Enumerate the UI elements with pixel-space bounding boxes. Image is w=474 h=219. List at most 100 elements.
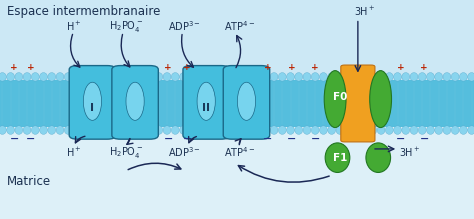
- Ellipse shape: [451, 126, 459, 134]
- Ellipse shape: [73, 126, 81, 134]
- Ellipse shape: [287, 72, 294, 81]
- Ellipse shape: [48, 72, 55, 81]
- Ellipse shape: [328, 126, 336, 134]
- Ellipse shape: [130, 72, 138, 81]
- Ellipse shape: [311, 72, 319, 81]
- Ellipse shape: [402, 126, 410, 134]
- Ellipse shape: [89, 126, 97, 134]
- Ellipse shape: [7, 72, 15, 81]
- Ellipse shape: [344, 72, 352, 81]
- Ellipse shape: [336, 126, 344, 134]
- Ellipse shape: [31, 72, 39, 81]
- Ellipse shape: [171, 72, 179, 81]
- Ellipse shape: [303, 126, 311, 134]
- Text: F0: F0: [333, 92, 347, 102]
- Ellipse shape: [370, 71, 392, 127]
- Text: +: +: [397, 63, 404, 72]
- Ellipse shape: [56, 72, 64, 81]
- FancyBboxPatch shape: [223, 66, 270, 139]
- Text: H$^+$: H$^+$: [66, 146, 81, 159]
- Bar: [0, 80, 474, 127]
- Ellipse shape: [419, 126, 426, 134]
- Ellipse shape: [459, 72, 467, 81]
- Ellipse shape: [328, 72, 336, 81]
- Ellipse shape: [287, 126, 294, 134]
- Ellipse shape: [377, 126, 385, 134]
- Ellipse shape: [73, 72, 81, 81]
- Ellipse shape: [402, 72, 410, 81]
- Text: ADP$^{3-}$: ADP$^{3-}$: [168, 145, 201, 159]
- Ellipse shape: [344, 126, 352, 134]
- Ellipse shape: [410, 72, 418, 81]
- Ellipse shape: [138, 126, 146, 134]
- Ellipse shape: [254, 126, 262, 134]
- Ellipse shape: [443, 72, 451, 81]
- Ellipse shape: [196, 72, 204, 81]
- Ellipse shape: [122, 72, 130, 81]
- Text: H$^+$: H$^+$: [66, 20, 81, 33]
- FancyBboxPatch shape: [112, 66, 158, 139]
- Ellipse shape: [155, 72, 163, 81]
- Ellipse shape: [163, 72, 171, 81]
- Ellipse shape: [130, 126, 138, 134]
- Ellipse shape: [204, 126, 212, 134]
- Ellipse shape: [64, 126, 72, 134]
- Text: H$_2$PO$_4^-$: H$_2$PO$_4^-$: [109, 19, 143, 34]
- Ellipse shape: [114, 72, 121, 81]
- Ellipse shape: [197, 82, 215, 120]
- Text: I: I: [91, 103, 94, 113]
- Text: −: −: [182, 134, 192, 144]
- Ellipse shape: [237, 82, 255, 120]
- Ellipse shape: [48, 126, 55, 134]
- Ellipse shape: [40, 72, 47, 81]
- Text: −: −: [9, 134, 19, 144]
- Ellipse shape: [270, 126, 278, 134]
- Ellipse shape: [237, 72, 245, 81]
- Ellipse shape: [410, 126, 418, 134]
- Ellipse shape: [229, 72, 237, 81]
- Ellipse shape: [180, 72, 187, 81]
- Ellipse shape: [221, 72, 228, 81]
- Ellipse shape: [435, 126, 443, 134]
- Ellipse shape: [377, 72, 385, 81]
- Ellipse shape: [114, 126, 121, 134]
- Ellipse shape: [385, 72, 393, 81]
- Ellipse shape: [427, 72, 434, 81]
- Ellipse shape: [311, 126, 319, 134]
- Ellipse shape: [435, 72, 443, 81]
- Text: −: −: [310, 134, 320, 144]
- Text: Matrice: Matrice: [7, 175, 51, 188]
- Ellipse shape: [369, 126, 377, 134]
- Ellipse shape: [353, 126, 360, 134]
- Ellipse shape: [97, 72, 105, 81]
- Text: −: −: [263, 134, 273, 144]
- Ellipse shape: [468, 126, 474, 134]
- Text: −: −: [419, 134, 429, 144]
- Ellipse shape: [204, 72, 212, 81]
- Text: Espace intermembranaire: Espace intermembranaire: [7, 5, 161, 18]
- Ellipse shape: [319, 72, 328, 81]
- Ellipse shape: [122, 126, 130, 134]
- Text: +: +: [183, 63, 191, 72]
- Ellipse shape: [81, 126, 89, 134]
- Ellipse shape: [336, 72, 344, 81]
- Text: 3H$^+$: 3H$^+$: [354, 4, 376, 18]
- Text: F1: F1: [333, 153, 347, 163]
- Text: ATP$^{4-}$: ATP$^{4-}$: [224, 145, 255, 159]
- Ellipse shape: [324, 71, 346, 127]
- Text: +: +: [164, 63, 172, 72]
- Ellipse shape: [196, 126, 204, 134]
- Text: +: +: [311, 63, 319, 72]
- Ellipse shape: [278, 72, 286, 81]
- Ellipse shape: [138, 72, 146, 81]
- Text: +: +: [420, 63, 428, 72]
- Ellipse shape: [188, 126, 196, 134]
- Ellipse shape: [146, 126, 155, 134]
- Text: ADP$^{3-}$: ADP$^{3-}$: [168, 19, 201, 33]
- Ellipse shape: [443, 126, 451, 134]
- Ellipse shape: [106, 72, 113, 81]
- Ellipse shape: [246, 126, 253, 134]
- Ellipse shape: [171, 126, 179, 134]
- Ellipse shape: [0, 126, 6, 134]
- Text: +: +: [288, 63, 295, 72]
